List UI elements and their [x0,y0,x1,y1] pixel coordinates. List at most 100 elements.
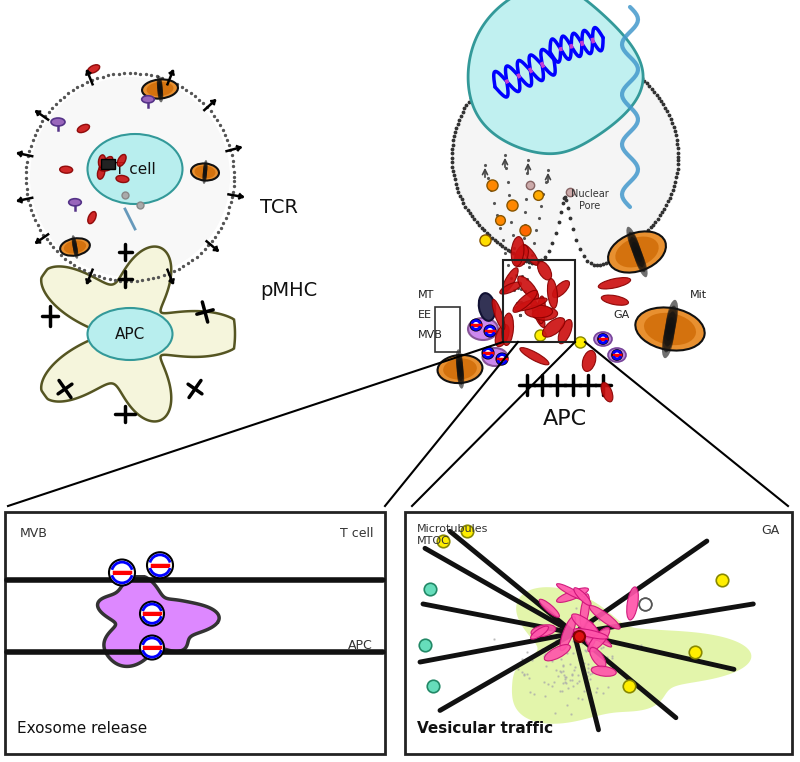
Polygon shape [98,577,219,667]
Ellipse shape [634,247,647,277]
Ellipse shape [102,156,113,167]
Ellipse shape [558,319,572,344]
Ellipse shape [468,318,498,340]
Ellipse shape [78,124,90,133]
Ellipse shape [520,347,549,365]
Ellipse shape [118,155,126,166]
Ellipse shape [574,588,591,605]
Ellipse shape [590,648,606,668]
Ellipse shape [456,354,463,377]
Ellipse shape [73,242,78,257]
Ellipse shape [456,349,463,373]
Text: T cell: T cell [339,527,373,540]
Ellipse shape [572,614,599,636]
Ellipse shape [492,299,505,330]
Text: TCR: TCR [260,197,298,216]
Ellipse shape [644,313,696,345]
Ellipse shape [635,307,705,351]
Ellipse shape [142,79,178,98]
Bar [101,159,115,169]
Text: GA: GA [762,524,780,537]
Text: Microtubules
MTOC: Microtubules MTOC [417,524,488,546]
Text: GA: GA [613,310,630,320]
Ellipse shape [530,299,545,328]
Ellipse shape [538,261,551,280]
Ellipse shape [615,236,658,267]
Ellipse shape [482,348,507,366]
Ellipse shape [142,96,154,103]
Ellipse shape [666,299,678,335]
Ellipse shape [608,232,666,273]
Text: Nuclear
Pore: Nuclear Pore [571,189,609,210]
Ellipse shape [64,241,86,254]
Ellipse shape [547,279,558,309]
Ellipse shape [495,325,509,347]
Text: APC: APC [543,409,587,429]
Ellipse shape [116,175,129,183]
Ellipse shape [553,280,570,298]
Ellipse shape [72,238,77,251]
Ellipse shape [662,323,674,358]
Circle shape [147,552,173,578]
Bar [405,512,792,754]
Ellipse shape [87,134,182,204]
Circle shape [497,354,507,364]
Text: Mit: Mit [690,290,707,300]
Ellipse shape [157,78,162,94]
Ellipse shape [598,277,630,289]
Ellipse shape [51,118,65,126]
Polygon shape [468,0,643,154]
Ellipse shape [557,584,586,600]
Ellipse shape [557,588,589,603]
Ellipse shape [663,317,675,352]
Bar [435,307,460,352]
Ellipse shape [457,361,464,385]
Ellipse shape [69,199,82,206]
Ellipse shape [502,313,514,345]
Ellipse shape [591,666,616,677]
Ellipse shape [522,245,538,265]
Ellipse shape [608,348,626,362]
Ellipse shape [191,163,219,181]
Text: Exosome release: Exosome release [17,721,147,736]
Ellipse shape [158,84,163,100]
Circle shape [30,77,230,277]
Text: APC: APC [348,639,373,652]
Circle shape [598,335,608,344]
Ellipse shape [628,232,642,262]
Text: MT: MT [418,290,434,300]
Ellipse shape [585,622,596,646]
Ellipse shape [665,306,677,341]
Circle shape [482,347,494,358]
Ellipse shape [630,237,644,267]
Ellipse shape [120,618,190,648]
Polygon shape [452,40,678,265]
Ellipse shape [88,65,100,73]
Circle shape [485,325,495,337]
Polygon shape [512,588,751,724]
Ellipse shape [146,82,174,96]
Ellipse shape [590,606,620,629]
Ellipse shape [532,308,558,320]
Ellipse shape [502,267,518,293]
Circle shape [612,351,622,360]
Ellipse shape [438,355,482,383]
Ellipse shape [158,86,163,102]
Bar [503,260,575,342]
Ellipse shape [74,245,78,259]
Text: pMHC: pMHC [260,280,318,299]
Ellipse shape [626,227,640,258]
Ellipse shape [203,165,207,179]
Ellipse shape [518,276,538,299]
Ellipse shape [544,645,570,661]
Ellipse shape [73,240,78,254]
Bar [5,512,385,754]
Ellipse shape [500,282,522,294]
Ellipse shape [601,383,613,402]
Ellipse shape [72,235,77,249]
Ellipse shape [478,293,495,321]
Text: T cell: T cell [114,162,155,177]
Ellipse shape [158,81,162,97]
Ellipse shape [202,169,206,184]
Ellipse shape [203,162,207,177]
